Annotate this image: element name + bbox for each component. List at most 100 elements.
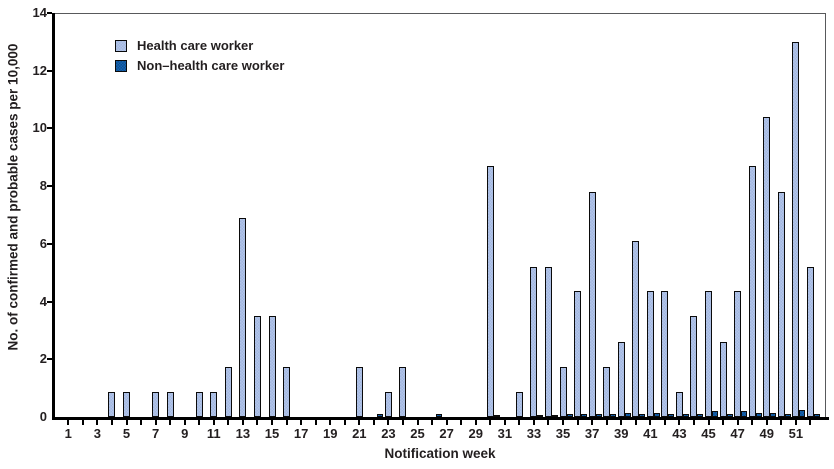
bar-nonhcw-week-46 [726, 414, 733, 417]
bar-hcw-week-24 [399, 366, 407, 417]
x-tick-label-week-19: 19 [322, 426, 338, 441]
x-tick-week-7 [154, 420, 157, 425]
bar-hcw-week-40 [632, 240, 640, 417]
bar-hcw-week-7 [152, 392, 160, 417]
x-tick-label-week-15: 15 [264, 426, 280, 441]
bar-hcw-week-44 [690, 316, 698, 417]
bar-nonhcw-week-22 [377, 414, 384, 417]
y-tick-12 [47, 69, 52, 72]
x-tick-week-15 [271, 420, 273, 425]
x-axis-line [52, 417, 829, 420]
bar-hcw-week-12 [224, 366, 232, 417]
bar-nonhcw-week-49 [770, 412, 777, 417]
x-tick-week-33 [532, 420, 535, 425]
bar-hcw-week-37 [588, 191, 596, 417]
bar-nonhcw-week-39 [624, 412, 631, 417]
x-tick-week-37 [591, 420, 594, 425]
bar-hcw-week-15 [268, 316, 276, 417]
bar-nonhcw-week-50 [784, 414, 791, 417]
bar-nonhcw-week-26 [435, 414, 442, 417]
x-tick-label-week-13: 13 [235, 426, 251, 441]
x-tick-week-44 [692, 420, 695, 425]
bar-nonhcw-week-42 [668, 414, 675, 417]
x-tick-week-52 [809, 420, 812, 425]
x-tick-label-week-9: 9 [181, 426, 189, 441]
x-tick-week-3 [96, 420, 99, 425]
x-tick-week-22 [372, 420, 375, 425]
bar-hcw-week-41 [646, 291, 654, 417]
bar-nonhcw-week-35 [566, 414, 573, 417]
x-tick-label-week-27: 27 [439, 426, 454, 441]
plot-area [55, 13, 825, 417]
x-tick-week-20 [343, 420, 346, 425]
x-tick-week-18 [314, 420, 317, 425]
bar-hcw-week-16 [283, 366, 291, 417]
x-tick-label-week-5: 5 [122, 426, 131, 441]
y-tick-label-14: 14 [32, 5, 47, 20]
x-tick-week-36 [576, 420, 579, 425]
bar-hcw-week-34 [544, 266, 552, 417]
x-tick-label-week-1: 1 [64, 426, 72, 441]
y-tick-10 [47, 127, 52, 130]
legend: Health care worker Non–health care worke… [115, 38, 284, 78]
x-tick-week-5 [125, 420, 128, 425]
bar-nonhcw-week-47 [741, 411, 748, 417]
x-tick-label-week-47: 47 [730, 426, 745, 441]
x-tick-label-week-37: 37 [584, 426, 600, 441]
x-tick-week-4 [110, 420, 113, 425]
x-tick-week-9 [183, 420, 186, 425]
bar-hcw-week-14 [253, 316, 261, 417]
bar-hcw-week-48 [748, 165, 756, 417]
bar-hcw-week-51 [792, 41, 800, 417]
bar-nonhcw-week-40 [639, 414, 646, 417]
x-tick-label-week-39: 39 [614, 426, 629, 441]
bar-hcw-week-50 [777, 191, 785, 417]
bar-hcw-week-23 [384, 392, 392, 417]
bar-nonhcw-week-52 [813, 414, 820, 417]
x-tick-week-1 [67, 420, 70, 425]
bar-hcw-week-43 [675, 392, 683, 417]
bar-hcw-week-4 [108, 392, 116, 417]
bar-hcw-week-36 [574, 291, 582, 417]
x-tick-label-week-29: 29 [468, 426, 483, 441]
x-tick-week-28 [460, 420, 463, 425]
y-tick-label-6: 6 [39, 235, 47, 251]
bar-hcw-week-21 [355, 366, 363, 417]
y-tick-2 [47, 358, 52, 361]
bar-hcw-week-39 [617, 341, 625, 417]
x-tick-week-48 [751, 420, 754, 425]
bar-hcw-week-10 [195, 392, 203, 417]
x-tick-label-week-3: 3 [93, 426, 102, 441]
bar-hcw-week-46 [719, 341, 727, 417]
x-tick-week-23 [387, 420, 390, 425]
bar-nonhcw-week-36 [581, 414, 588, 417]
x-tick-week-2 [81, 420, 84, 425]
legend-item-non-health-care-worker: Non–health care worker [115, 58, 284, 73]
legend-item-health-care-worker: Health care worker [115, 38, 284, 53]
plot-right-border [825, 13, 826, 417]
bar-hcw-week-47 [734, 291, 742, 417]
x-tick-week-50 [780, 420, 783, 425]
legend-label-nonhcw: Non–health care worker [137, 58, 285, 73]
bar-hcw-week-30 [486, 165, 494, 417]
x-tick-week-27 [445, 420, 448, 425]
bar-nonhcw-week-45 [712, 411, 719, 417]
x-tick-week-14 [256, 420, 259, 425]
x-tick-label-week-43: 43 [672, 426, 687, 441]
x-tick-label-week-23: 23 [381, 426, 396, 441]
y-axis-line [52, 13, 55, 420]
x-tick-week-39 [620, 420, 623, 425]
x-tick-label-week-11: 11 [206, 426, 221, 441]
y-tick-4 [47, 300, 52, 303]
bar-hcw-week-11 [210, 392, 218, 417]
y-tick-8 [47, 185, 52, 188]
x-tick-label-week-33: 33 [526, 426, 542, 441]
bar-hcw-week-35 [559, 366, 567, 417]
x-tick-week-6 [140, 420, 143, 425]
x-tick-week-26 [431, 420, 434, 425]
x-tick-week-10 [198, 420, 201, 425]
x-tick-week-34 [547, 420, 550, 425]
x-tick-week-38 [605, 420, 608, 425]
bar-hcw-week-32 [515, 392, 523, 417]
